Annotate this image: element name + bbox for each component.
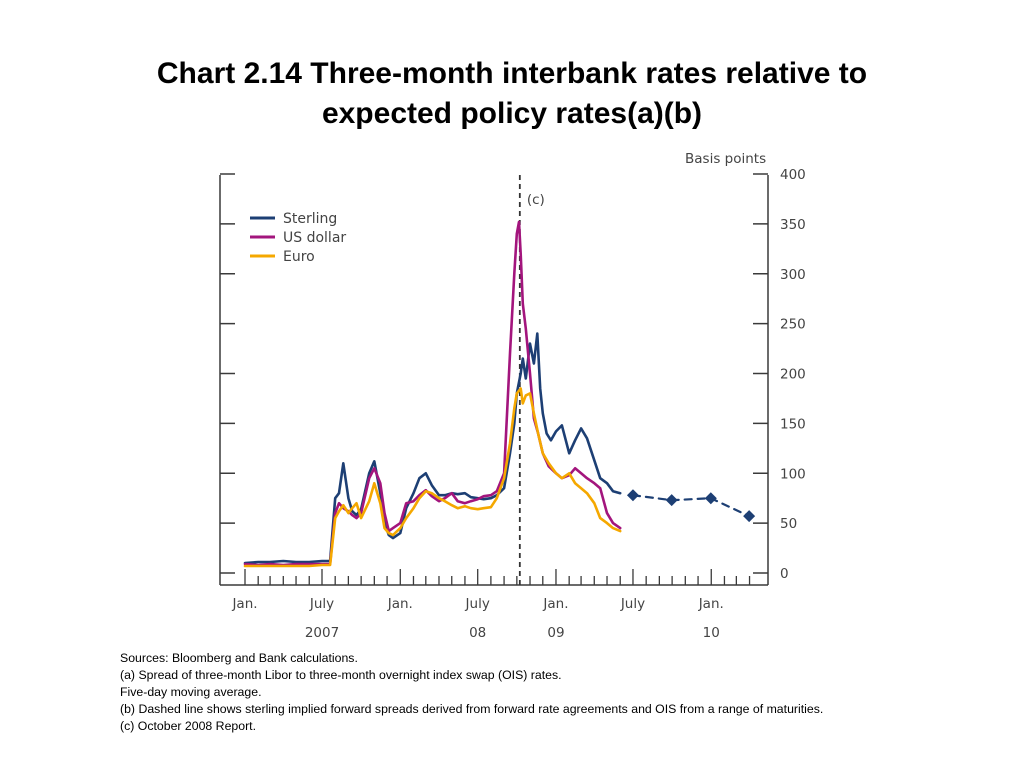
forward-marker-0: [626, 489, 639, 502]
y-tick-label-100: 100: [780, 466, 806, 482]
chart-title-line-1: Chart 2.14 Three-month interbank rates r…: [156, 57, 868, 90]
series-line-sterling: [243, 332, 622, 565]
x-tick-label-0: Jan.: [231, 596, 257, 612]
forward-marker-1: [665, 494, 678, 507]
legend-label-us-dollar: US dollar: [283, 230, 346, 246]
x-tick-label-2: Jan.: [387, 596, 413, 612]
annotation-label: (c): [527, 192, 545, 208]
label-layer: 0 50 100 150 200 250 300 350 400 Basis points Jan.…: [231, 151, 805, 641]
y-tick-label-50: 50: [780, 516, 797, 532]
y-tick-label-250: 250: [780, 317, 806, 333]
year-label-2: 09: [547, 625, 564, 641]
x-tick-label-3: July: [465, 596, 490, 612]
legend-label-euro: Euro: [283, 249, 315, 265]
series-line-sterling-implied-forward-spreads: [631, 494, 751, 518]
note-a-continued: Five-day moving average.: [120, 685, 262, 699]
legend-label-sterling: Sterling: [283, 211, 337, 227]
y-tick-label-200: 200: [780, 367, 806, 383]
series-layer: [243, 220, 756, 568]
chart-title: Chart 2.14 Three-month interbank rates r…: [0, 54, 1024, 134]
series-line-us-dollar: [243, 220, 622, 567]
x-tick-label-1: July: [309, 596, 334, 612]
chart-notes: Sources: Bloomberg and Bank calculations…: [120, 650, 1000, 735]
x-tick-label-5: July: [620, 596, 645, 612]
forward-marker-3: [743, 510, 756, 523]
chart-title-line-2: expected policy rates(a)(b): [321, 97, 703, 130]
y-tick-label-0: 0: [780, 566, 789, 582]
x-tick-label-4: Jan.: [542, 596, 568, 612]
axes-layer: [219, 173, 769, 586]
year-label-1: 08: [469, 625, 486, 641]
y-axis-label: Basis points: [685, 151, 766, 167]
note-b: (b) Dashed line shows sterling implied f…: [120, 702, 824, 716]
y-tick-label-400: 400: [780, 167, 806, 183]
forward-marker-2: [704, 492, 717, 505]
note-c: (c) October 2008 Report.: [120, 719, 257, 733]
note-sources: Sources: Bloomberg and Bank calculations…: [120, 651, 358, 665]
x-tick-label-6: Jan.: [698, 596, 724, 612]
y-tick-label-300: 300: [780, 267, 806, 283]
y-tick-label-150: 150: [780, 416, 806, 432]
year-label-3: 10: [703, 625, 720, 641]
note-a: (a) Spread of three-month Libor to three…: [120, 668, 562, 682]
series-line-euro: [243, 387, 622, 568]
y-tick-label-350: 350: [780, 217, 806, 233]
year-label-0: 2007: [305, 625, 339, 641]
